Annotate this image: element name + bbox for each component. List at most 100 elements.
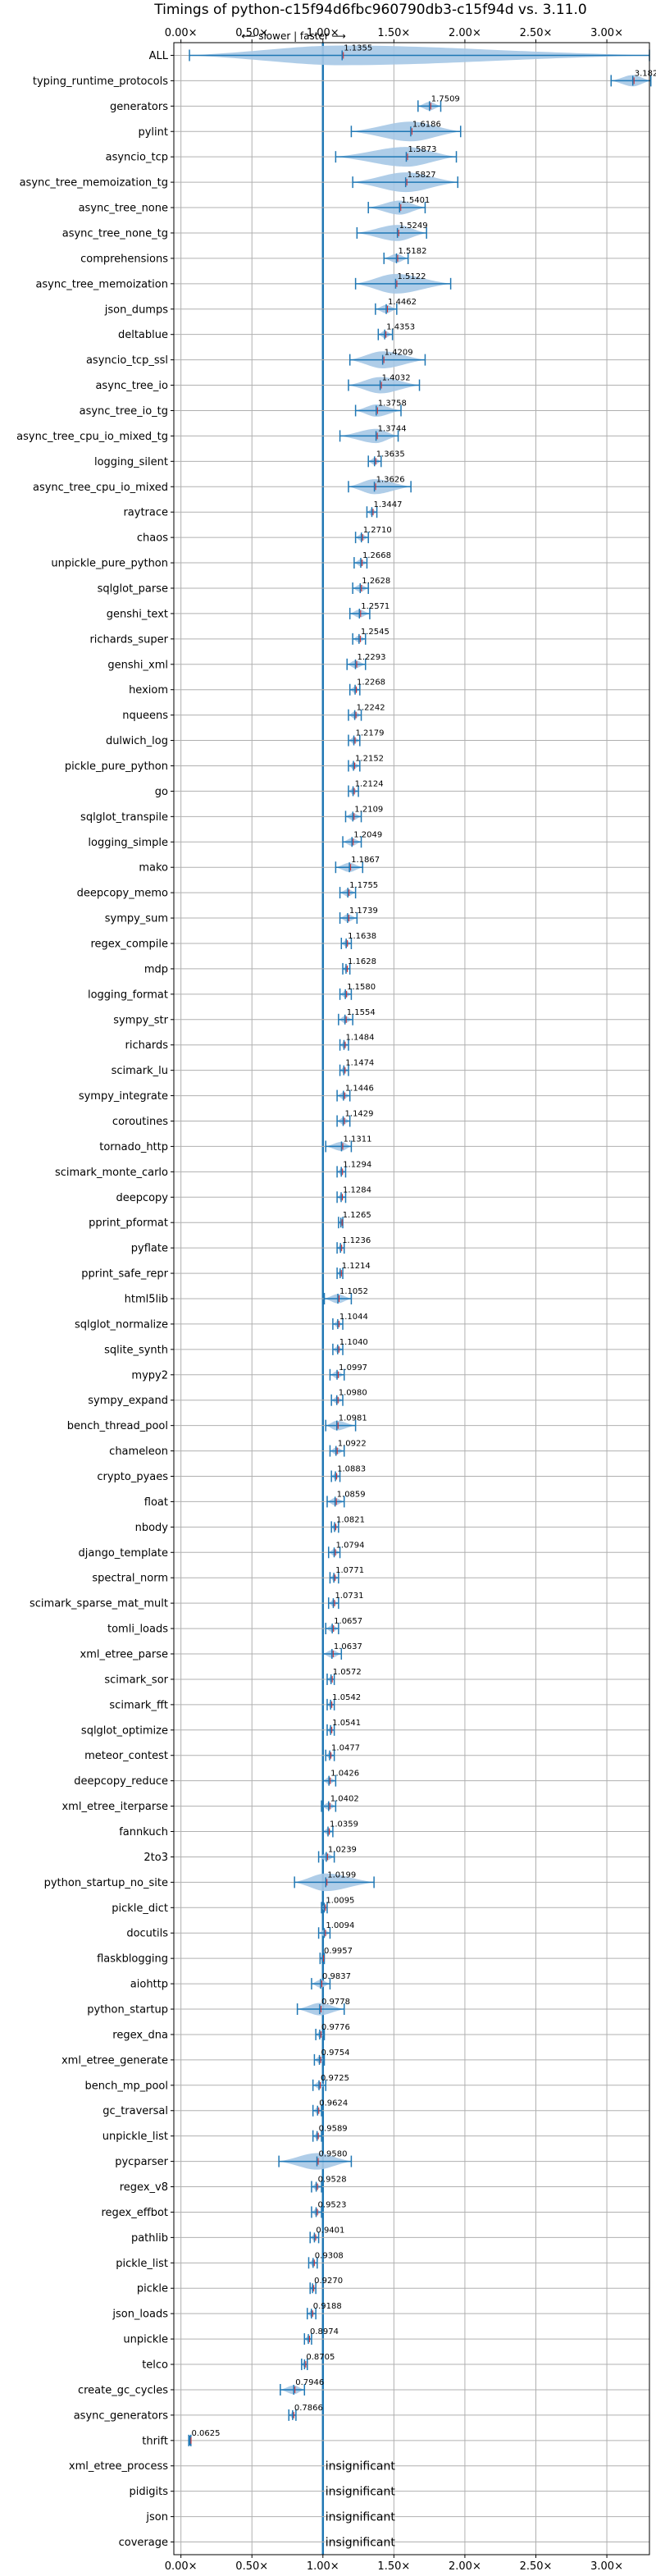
benchmark-label: async_generators	[74, 2409, 169, 2422]
benchmark-label: unpickle_list	[102, 2131, 168, 2143]
value-label: 1.5249	[399, 222, 428, 231]
value-label: 0.9401	[316, 2226, 344, 2235]
value-label: 0.7866	[294, 2404, 323, 2413]
bottom-tick-label: 1.00×	[307, 2560, 339, 2573]
benchmark-label: pickle_pure_python	[65, 760, 168, 773]
value-label: 0.7946	[295, 2378, 324, 2387]
top-tick-label: 3.00×	[590, 27, 623, 39]
benchmark-label: json	[145, 2511, 168, 2523]
value-label: 1.0657	[334, 1617, 362, 1626]
benchmark-label: logging_simple	[88, 837, 168, 849]
value-label: 1.1867	[351, 856, 380, 865]
value-label: 1.1580	[347, 983, 376, 992]
benchmark-label: logging_format	[88, 989, 168, 1001]
insignificant-label: insignificant	[326, 2511, 396, 2524]
benchmark-label: flaskblogging	[97, 1953, 168, 1966]
benchmark-label: pyflate	[131, 1243, 168, 1255]
value-label: 0.9308	[315, 2251, 344, 2260]
benchmark-label: crypto_pyaes	[97, 1471, 168, 1483]
value-label: 1.1484	[345, 1034, 374, 1043]
bottom-tick-label: 2.50×	[520, 2560, 553, 2573]
value-label: 0.9957	[324, 1947, 353, 1956]
benchmark-label: deepcopy_reduce	[74, 1775, 168, 1788]
insignificant-label: insignificant	[326, 2460, 396, 2473]
benchmark-label: sympy_sum	[105, 913, 168, 925]
value-label: 1.0997	[339, 1363, 367, 1372]
value-label: 1.0542	[332, 1693, 361, 1702]
benchmark-label: pprint_safe_repr	[81, 1268, 168, 1281]
top-tick-label: 0.00×	[165, 27, 198, 39]
benchmark-label: mypy2	[131, 1369, 168, 1382]
value-label: 1.2545	[361, 628, 390, 637]
benchmark-label: tornado_http	[99, 1141, 168, 1153]
value-label: 1.0402	[330, 1795, 359, 1804]
value-label: 1.3758	[378, 399, 407, 408]
value-label: 3.1828	[635, 69, 656, 78]
value-label: 1.0094	[326, 1921, 354, 1930]
benchmark-label: async_tree_cpu_io_mixed_tg	[16, 431, 168, 443]
benchmark-label: json_loads	[112, 2309, 168, 2321]
value-label: 1.4209	[385, 349, 413, 358]
value-label: 1.5122	[397, 272, 426, 281]
benchmark-label: nbody	[135, 1522, 169, 1534]
top-tick-label: 1.00×	[307, 27, 339, 39]
bottom-tick-label: 1.50×	[377, 2560, 410, 2573]
benchmark-label: xml_etree_process	[69, 2460, 168, 2473]
value-label: 1.5827	[408, 171, 436, 180]
value-label: 1.0771	[335, 1566, 364, 1575]
value-label: 1.7509	[431, 94, 460, 103]
benchmark-label: regex_dna	[112, 2029, 168, 2041]
value-label: 1.1474	[345, 1059, 374, 1068]
value-label: 0.9188	[313, 2302, 342, 2311]
bottom-tick-label: 0.00×	[165, 2560, 198, 2573]
value-label: 0.0625	[191, 2429, 220, 2438]
value-label: 1.1429	[345, 1109, 374, 1118]
value-label: 1.1040	[339, 1338, 368, 1347]
value-label: 1.1355	[344, 43, 372, 53]
benchmark-label: deepcopy_memo	[77, 888, 168, 900]
value-label: 1.1554	[347, 1008, 376, 1017]
benchmark-label: pickle_list	[116, 2258, 168, 2270]
bottom-x-axis: 0.00× 0.50× 1.00× 1.50× 2.00× 2.50× 3.00×	[165, 2555, 623, 2573]
benchmark-label: sqlglot_normalize	[75, 1318, 168, 1331]
benchmark-label: async_tree_io	[95, 380, 168, 392]
benchmark-label: generators	[110, 101, 168, 113]
value-label: 1.2571	[361, 602, 390, 611]
benchmark-label: deepcopy	[116, 1192, 168, 1204]
benchmark-label: xml_etree_iterparse	[61, 1801, 168, 1813]
top-tick-label: 0.50×	[235, 27, 268, 39]
value-label: 1.2124	[355, 779, 384, 788]
benchmark-label: html5lib	[125, 1294, 168, 1306]
direction-label: ⟵ slower | faster ⟶	[241, 30, 346, 42]
benchmark-label: tomli_loads	[107, 1624, 168, 1636]
value-label: 0.9580	[319, 2150, 348, 2159]
benchmark-label: dulwich_log	[106, 735, 168, 747]
value-label: 1.0426	[330, 1770, 359, 1779]
benchmark-label: json_dumps	[104, 304, 168, 316]
benchmark-label: 2to3	[144, 1852, 168, 1864]
benchmark-label: sqlglot_parse	[98, 582, 168, 595]
value-label: 1.0981	[339, 1414, 367, 1423]
value-label: 1.5182	[399, 247, 427, 256]
value-label: 0.9624	[319, 2099, 348, 2108]
benchmark-label: scimark_monte_carlo	[55, 1167, 168, 1179]
benchmark-label: regex_effbot	[101, 2207, 168, 2219]
benchmark-label: sqlglot_optimize	[81, 1724, 168, 1737]
value-label: 1.0477	[331, 1744, 360, 1753]
benchmark-label: unpickle_pure_python	[51, 558, 168, 570]
benchmark-label: genshi_xml	[107, 659, 168, 671]
value-label: 1.1236	[342, 1236, 371, 1245]
benchmark-label: python_startup_no_site	[44, 1877, 168, 1889]
benchmark-label: xml_etree_generate	[61, 2054, 168, 2067]
benchmark-label: telco	[142, 2359, 168, 2372]
benchmark-label: coverage	[119, 2537, 168, 2549]
value-label: 1.3635	[376, 450, 405, 459]
value-label: 0.9837	[322, 1972, 351, 1981]
benchmark-label: ALL	[149, 50, 169, 62]
benchmark-label: create_gc_cycles	[78, 2384, 168, 2396]
value-label: 1.2179	[356, 729, 385, 738]
benchmark-label: coroutines	[112, 1116, 168, 1128]
value-label: 0.9523	[318, 2200, 347, 2209]
benchmark-label: async_tree_memoization	[35, 278, 168, 290]
benchmark-label: logging_silent	[94, 456, 168, 468]
